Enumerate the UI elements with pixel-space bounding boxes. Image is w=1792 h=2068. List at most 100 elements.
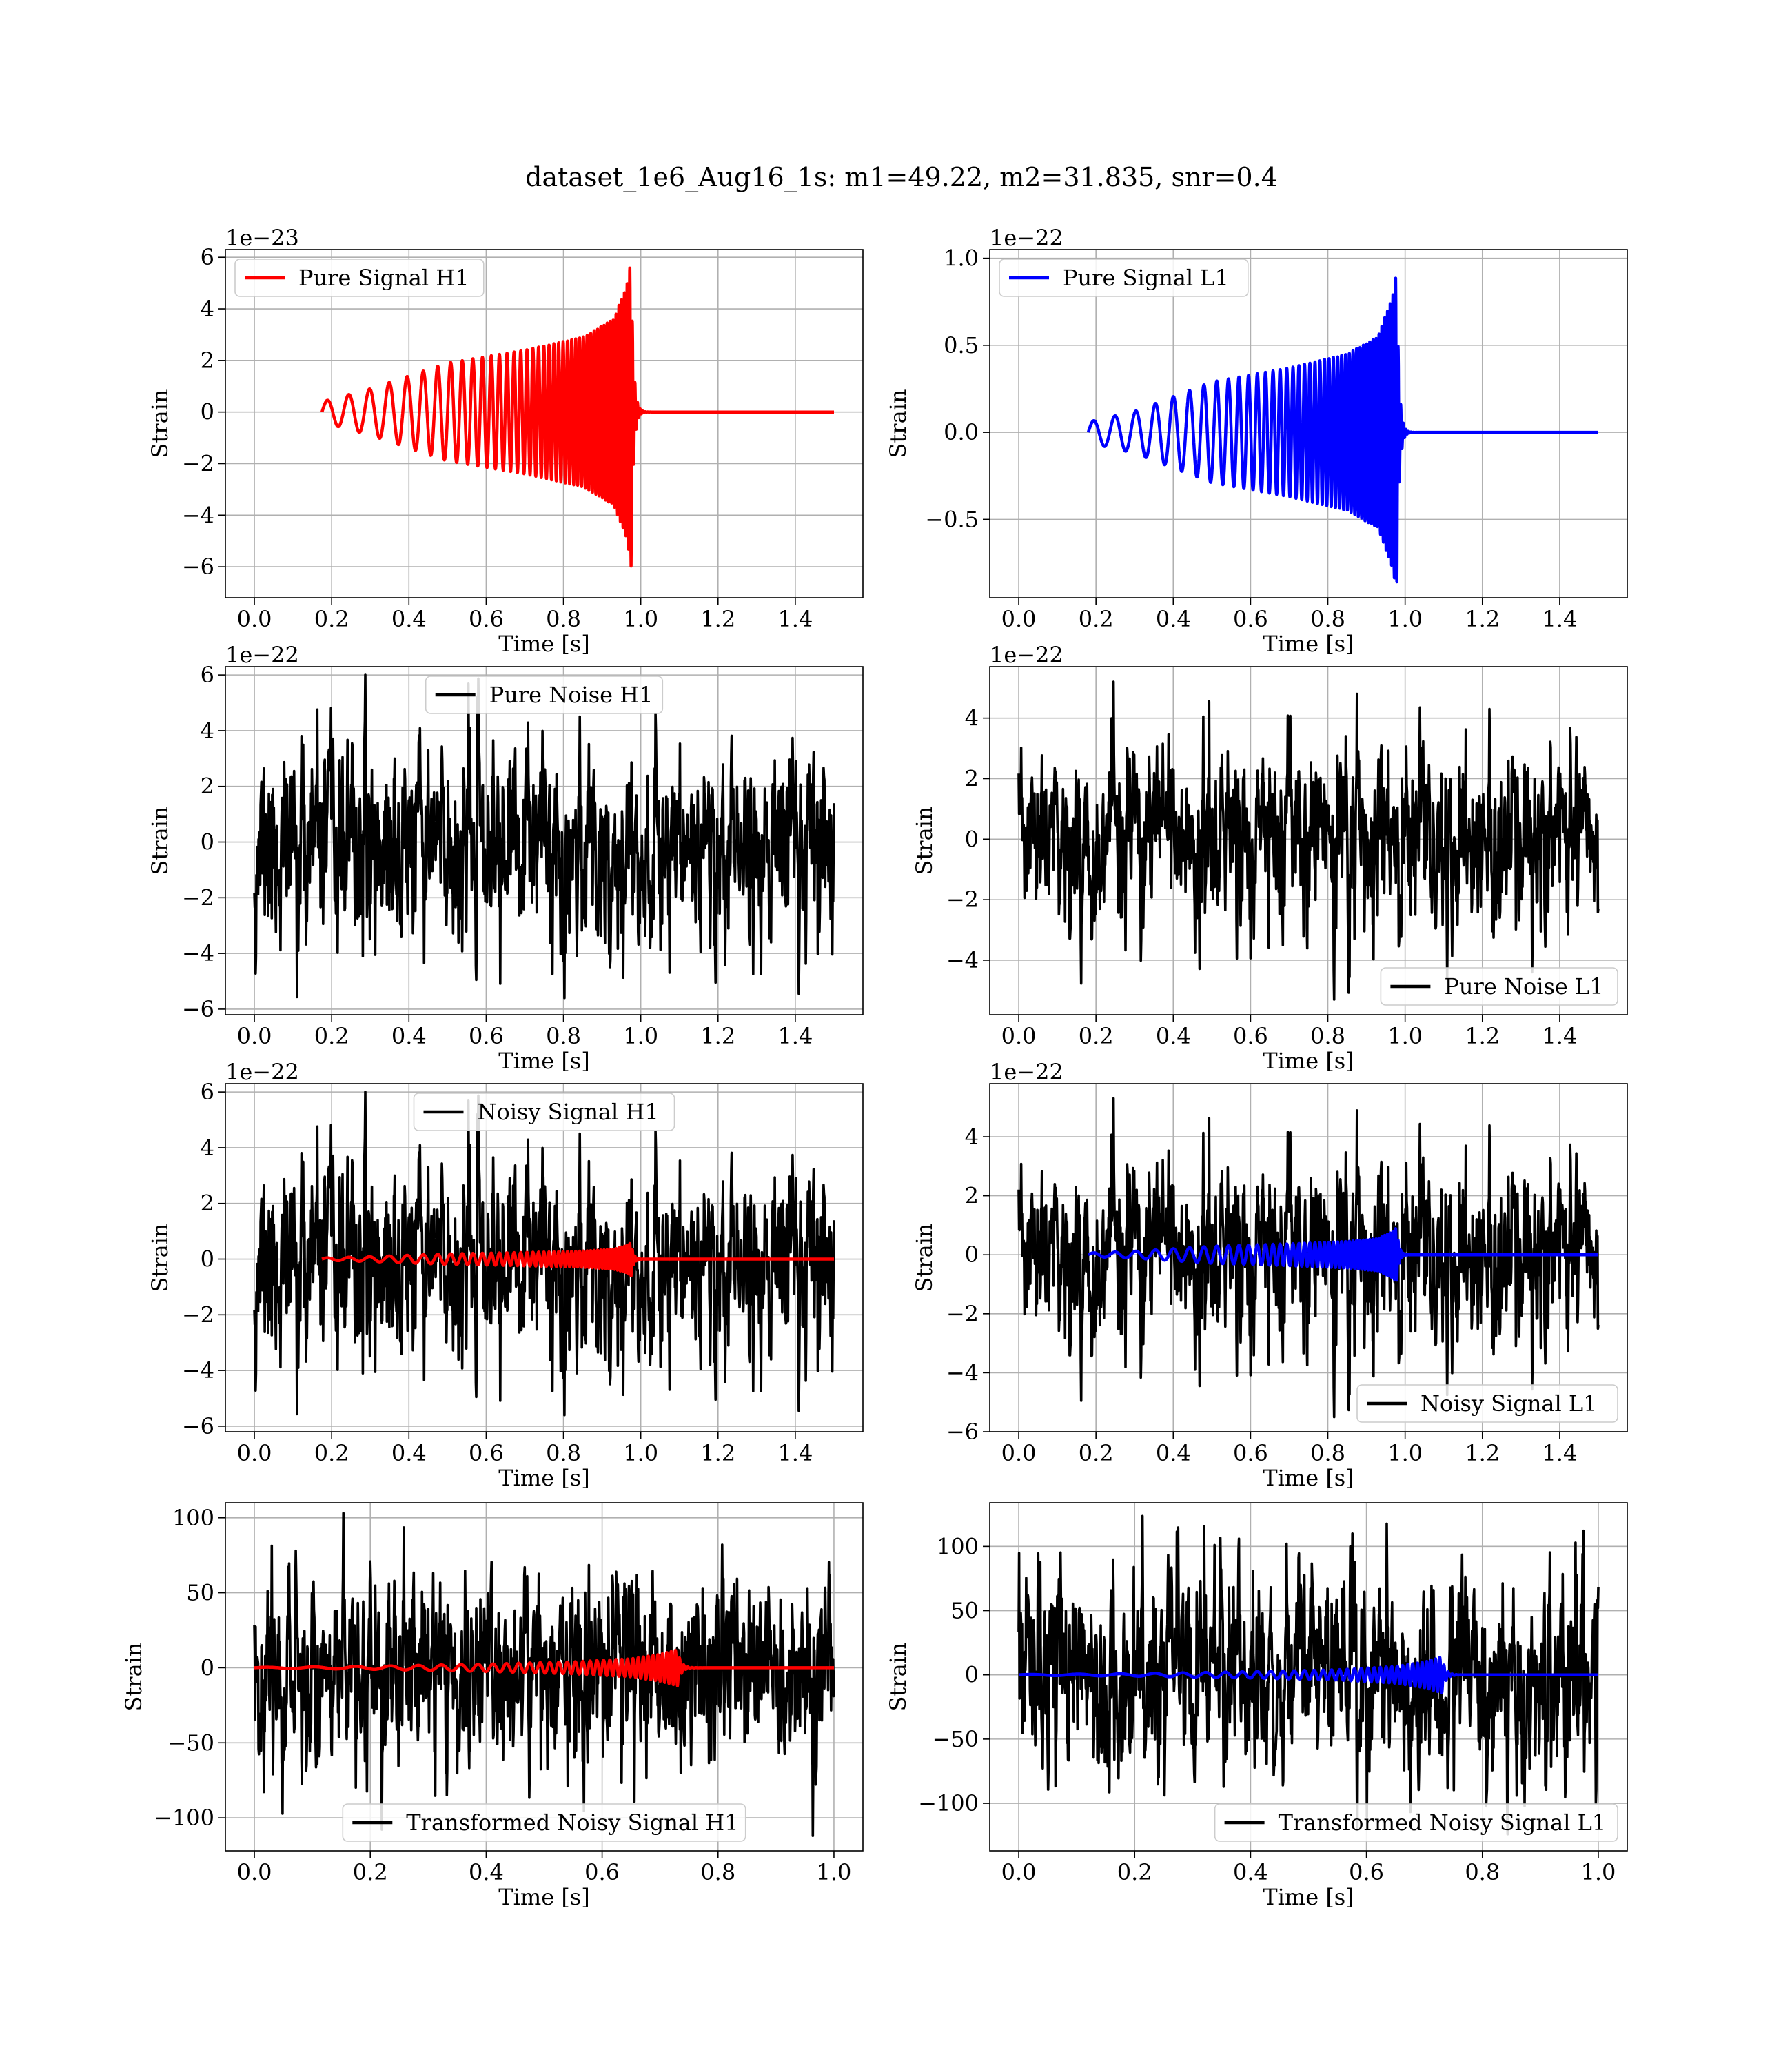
noisy-signal-h1-panel: 0.0 0.2 0.4 0.6 0.8 1.0 1.2 1.4 −6 −4 −2 0 2 4 6 1e−22 T…: [147, 1059, 864, 1491]
legend-box: [425, 676, 664, 714]
y-tick-label: −2: [946, 1301, 979, 1327]
x-tick-label: 1.0: [1581, 1859, 1616, 1885]
x-tick-label: 0.6: [1349, 1859, 1384, 1885]
x-tick-label: 0.4: [1156, 606, 1191, 632]
pure-noise-l1-noise-series-line: [1017, 680, 1600, 1001]
y-tick-label: 2: [201, 1190, 214, 1217]
x-tick-label: 0.2: [314, 1023, 349, 1049]
x-axis-label: Time [s]: [1263, 1465, 1354, 1491]
x-tick-label: 0.8: [1310, 1440, 1345, 1466]
legend: Pure Noise H1: [425, 676, 664, 714]
legend-entry: Pure Signal H1: [298, 265, 469, 291]
legend: Transformed Noisy Signal H1: [342, 1803, 746, 1842]
x-tick-label: 1.0: [623, 606, 658, 632]
legend-entry: Noisy Signal H1: [478, 1099, 659, 1125]
y-tick-label: 4: [965, 705, 979, 731]
axis-offset-text: 1e−23: [225, 225, 299, 251]
x-tick-label: 1.0: [623, 1440, 658, 1466]
y-tick-label: 4: [965, 1124, 979, 1150]
x-tick-label: 0.4: [391, 1440, 427, 1466]
transformed-noisy-signal-l1-chirp-series-line: [1017, 1656, 1600, 1694]
axes-frame: [989, 249, 1628, 598]
x-tick-label: 0.0: [1001, 1859, 1037, 1885]
y-tick-label: −6: [182, 1413, 214, 1439]
x-tick-label: 0.8: [1310, 1023, 1345, 1049]
x-tick-label: 1.2: [1465, 1023, 1500, 1049]
x-tick-label: 0.6: [1233, 1440, 1268, 1466]
y-tick-label: 0.0: [944, 419, 979, 445]
axes-frame: [989, 1502, 1628, 1852]
y-tick-label: 6: [201, 244, 214, 270]
transformed-noisy-signal-h1-panel: 0.0 0.2 0.4 0.6 0.8 1.0 −100 −50 0 50 100 Time [s] S…: [121, 1502, 864, 1910]
y-tick-label: 1.0: [944, 245, 979, 272]
legend: Pure Noise L1: [1380, 967, 1618, 1006]
x-tick-label: 0.2: [1079, 1023, 1114, 1049]
y-tick-label: 2: [201, 773, 214, 800]
x-tick-label: 0.8: [546, 606, 581, 632]
x-axis-label: Time [s]: [1263, 1884, 1354, 1910]
y-tick-label: 0.5: [944, 332, 979, 358]
legend-entry: Pure Noise H1: [489, 682, 653, 708]
x-tick-label: 0.2: [353, 1859, 388, 1885]
y-tick-label: 0: [965, 826, 979, 852]
x-tick-label: 0.0: [237, 1440, 272, 1466]
y-tick-label: 4: [201, 718, 214, 744]
y-tick-label: −0.5: [925, 506, 979, 532]
axis-offset-text: 1e−22: [990, 642, 1063, 668]
x-tick-label: 0.8: [1465, 1859, 1500, 1885]
x-tick-label: 0.2: [314, 606, 349, 632]
transformed-noisy-signal-h1-chirp-series-line: [253, 1649, 835, 1687]
legend-box: [413, 1093, 675, 1131]
legend-box: [1380, 967, 1618, 1006]
x-tick-label: 0.0: [237, 1859, 272, 1885]
y-tick-label: 0: [201, 1246, 214, 1273]
x-tick-label: 0.2: [1079, 1440, 1114, 1466]
x-tick-label: 1.0: [623, 1023, 658, 1049]
legend-box: [342, 1803, 746, 1842]
x-tick-label: 0.0: [1001, 1023, 1037, 1049]
legend-box: [1214, 1803, 1618, 1842]
noisy-signal-h1-chirp-series-line: [320, 1241, 835, 1277]
axes-frame: [225, 666, 864, 1015]
axes-frame: [989, 1083, 1628, 1432]
pure-noise-h1-noise-series-line: [253, 673, 835, 1000]
x-tick-label: 1.2: [1465, 1440, 1500, 1466]
x-tick-label: 1.2: [700, 606, 735, 632]
x-axis-label: Time [s]: [1263, 631, 1354, 657]
y-tick-label: 100: [172, 1505, 214, 1531]
y-axis-label: Strain: [885, 389, 911, 458]
y-tick-label: −6: [182, 554, 214, 580]
x-tick-label: 0.4: [1156, 1023, 1191, 1049]
x-tick-label: 1.0: [1387, 1440, 1423, 1466]
x-tick-label: 1.4: [1542, 606, 1577, 632]
noisy-signal-l1-chirp-series-line: [1086, 1227, 1600, 1282]
x-tick-label: 0.6: [469, 1023, 504, 1049]
x-tick-label: 0.2: [1079, 606, 1114, 632]
pure-noise-h1-panel: 0.0 0.2 0.4 0.6 0.8 1.0 1.2 1.4 −6 −4 −2 0 2 4 6 1e−22 T…: [147, 642, 864, 1074]
axis-offset-text: 1e−22: [990, 1059, 1063, 1085]
x-tick-label: 1.4: [777, 606, 813, 632]
y-tick-label: 4: [201, 296, 214, 322]
y-tick-label: −4: [182, 1357, 214, 1383]
x-tick-label: 1.0: [1387, 606, 1423, 632]
noisy-signal-l1-panel: 0.0 0.2 0.4 0.6 0.8 1.0 1.2 1.4 −6 −4 −2 0 2 4 1e−22 Ti…: [911, 1059, 1628, 1491]
x-tick-label: 0.4: [469, 1859, 504, 1885]
x-tick-label: 1.2: [1465, 606, 1500, 632]
y-tick-label: −6: [182, 996, 214, 1022]
x-tick-label: 1.4: [777, 1023, 813, 1049]
y-axis-label: Strain: [147, 1224, 173, 1292]
axis-offset-text: 1e−22: [990, 225, 1063, 251]
pure-signal-l1-chirp-series-line: [1086, 276, 1600, 584]
legend-entry: Transformed Noisy Signal L1: [1279, 1810, 1607, 1836]
noisy-signal-l1-noise-series-line: [1017, 1097, 1600, 1419]
y-tick-label: 0: [201, 399, 214, 425]
y-axis-label: Strain: [121, 1643, 147, 1712]
legend-box: [999, 258, 1249, 297]
legend: Pure Signal H1: [234, 258, 485, 297]
y-tick-label: −4: [946, 947, 979, 973]
legend-entry: Pure Signal L1: [1063, 265, 1229, 291]
x-tick-label: 0.8: [546, 1440, 581, 1466]
x-tick-label: 0.8: [700, 1859, 735, 1885]
y-axis-label: Strain: [911, 1224, 937, 1292]
